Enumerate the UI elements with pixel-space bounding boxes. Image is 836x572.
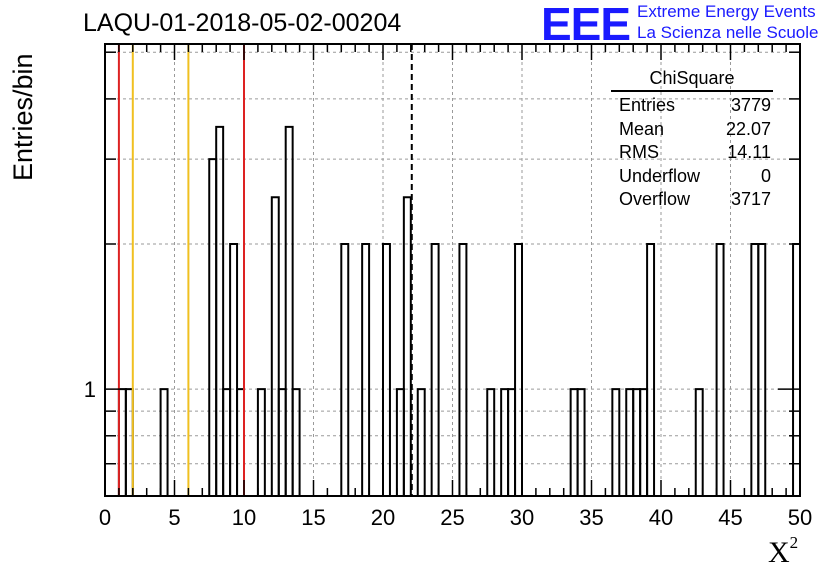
histogram-bin: [395, 388, 405, 496]
stats-value: 22.07: [725, 118, 771, 139]
chart-title: LAQU-01-2018-05-02-00204: [83, 9, 402, 37]
histogram-bin: [277, 388, 287, 496]
logo-line-2: La Scienza nelle Scuole: [637, 23, 819, 42]
x-tick-label: 50: [788, 505, 812, 530]
histogram-bin: [639, 388, 649, 496]
eee-logo-mark: EEE: [541, 0, 631, 50]
histogram-bin: [382, 242, 391, 496]
stats-label: Overflow: [619, 189, 691, 209]
stats-row-mean: Mean 22.07: [611, 118, 773, 142]
stats-value: 14.11: [727, 142, 771, 162]
histogram-bin: [236, 388, 245, 496]
stats-row-underflow: Underflow 0: [611, 165, 773, 189]
histogram-bin: [646, 242, 656, 496]
histogram-bin: [416, 388, 426, 496]
histogram-bin: [340, 242, 350, 496]
histogram-bin: [458, 242, 468, 496]
grid-lines: [105, 44, 800, 496]
x-tick-label: 40: [649, 505, 673, 530]
histogram-bin: [159, 388, 169, 496]
stats-label: Underflow: [619, 165, 701, 186]
histogram-bin: [208, 158, 218, 496]
stats-row-overflow: Overflow 3717: [611, 188, 773, 212]
axes: 0 5 10 15 20 25 30 35 40 45 50 1: [84, 43, 812, 530]
x-tick-label: 25: [440, 505, 464, 530]
stats-value: 3717: [730, 189, 771, 209]
stats-divider: [611, 90, 773, 92]
histogram-bin: [750, 242, 760, 496]
histogram-bin: [124, 388, 134, 496]
stats-label: Mean: [619, 118, 665, 139]
histogram-bin: [229, 242, 239, 496]
histogram-bin: [625, 388, 635, 496]
x-axis-label: X2: [768, 533, 798, 570]
stats-value: 3779: [730, 95, 771, 115]
stats-label: RMS: [619, 142, 659, 162]
histogram-bin: [430, 242, 440, 496]
histogram-bin: [291, 388, 301, 496]
stats-row-entries: Entries 3779: [611, 94, 773, 118]
histogram-bin: [507, 388, 517, 496]
histogram-bin: [284, 125, 294, 496]
histogram-bin: [514, 242, 523, 496]
histogram-bin: [757, 242, 767, 496]
x-tick-label: 5: [168, 505, 180, 530]
stats-box: ChiSquare Entries 3779 Mean 22.07 RMS 14…: [611, 67, 773, 212]
histogram-bin: [569, 388, 579, 496]
histogram: [117, 125, 801, 496]
histogram-bin: [694, 388, 704, 496]
reference-lines: [117, 44, 413, 496]
histogram-bin: [222, 388, 232, 496]
logo-line-1: Extreme Energy Events: [637, 2, 816, 21]
x-tick-label: 15: [301, 505, 325, 530]
y-axis-label: Entries/bin: [8, 53, 38, 181]
x-axis-label-base: X: [768, 536, 790, 569]
stats-label: Entries: [619, 95, 676, 115]
histogram-bin: [117, 388, 127, 496]
stats-row-rms: RMS 14.11: [611, 141, 773, 165]
histogram-bin: [361, 242, 371, 496]
x-tick-label: 20: [371, 505, 395, 530]
stats-title: ChiSquare: [649, 68, 735, 88]
stats-value: 0: [760, 165, 771, 186]
x-tick-label: 0: [99, 505, 111, 530]
x-tick-label: 30: [510, 505, 534, 530]
x-axis-label-superscript: 2: [789, 533, 799, 552]
histogram-bin: [486, 388, 496, 496]
histogram-bin: [256, 388, 266, 496]
histogram-bin: [402, 196, 412, 496]
x-tick-label: 10: [232, 505, 256, 530]
histogram-bin: [500, 388, 510, 496]
histogram-bin: [576, 388, 586, 496]
histogram-bin: [632, 388, 642, 496]
histogram-bin: [792, 242, 801, 496]
histogram-bin: [270, 196, 280, 496]
histogram-bin: [715, 242, 725, 496]
histogram-bin: [215, 125, 225, 496]
histogram-bin: [611, 388, 621, 496]
x-tick-label: 45: [718, 505, 742, 530]
x-tick-label: 35: [579, 505, 603, 530]
y-tick-label: 1: [84, 377, 96, 402]
